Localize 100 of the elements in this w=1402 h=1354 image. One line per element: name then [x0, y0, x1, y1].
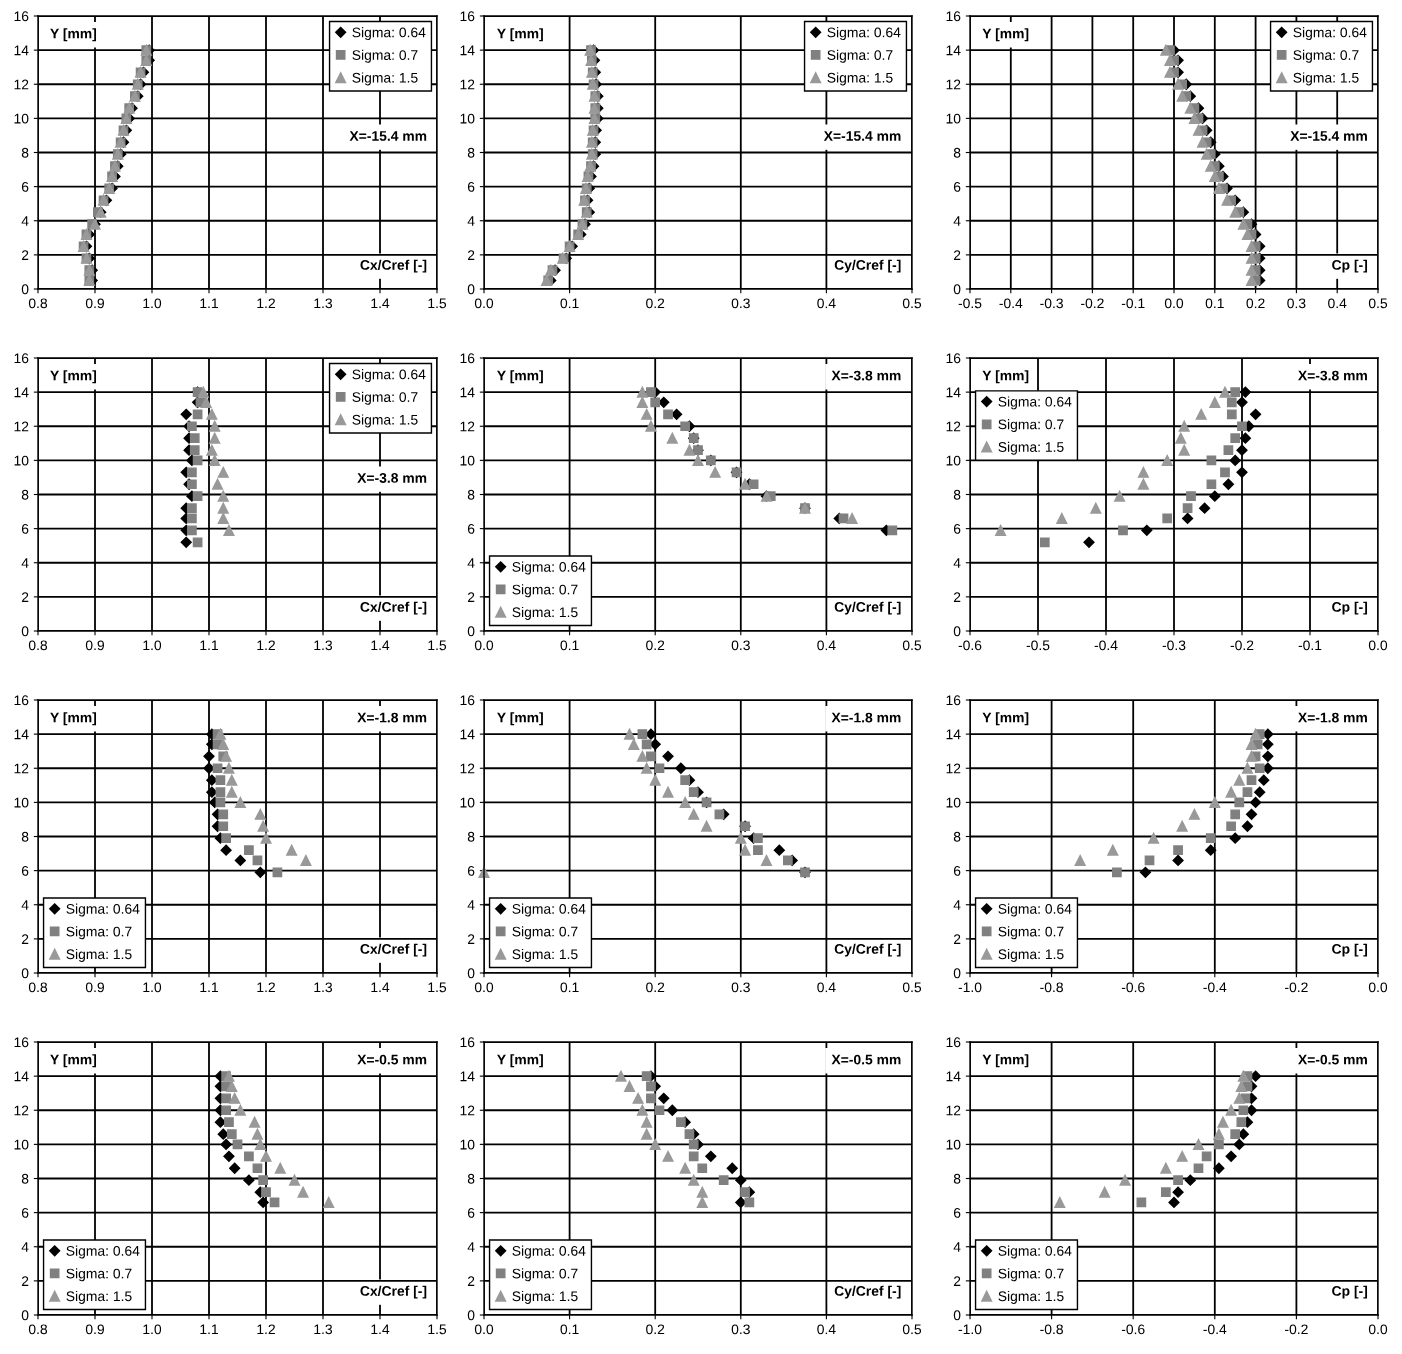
y-tick-label: 2 — [953, 250, 961, 260]
y-axis-title: Y [mm] — [497, 370, 543, 384]
x-tick-label: 0.3 — [1287, 298, 1306, 309]
y-tick-label: 16 — [460, 695, 475, 706]
y-tick-label: 2 — [467, 250, 475, 260]
y-tick-label: 4 — [467, 558, 475, 568]
x-tick-label: 1.5 — [428, 1324, 447, 1335]
x-axis-title: Cy/Cref [-] — [834, 259, 901, 273]
legend-label: Sigma: 0.64 — [1293, 27, 1367, 41]
y-tick-label: 8 — [467, 147, 475, 158]
legend-label: Sigma: 0.64 — [512, 903, 586, 917]
y-tick-label: 10 — [14, 797, 29, 808]
x-tick-label: 1.4 — [371, 298, 390, 309]
x-tick-label: 0.2 — [1246, 298, 1265, 309]
y-tick-label: 10 — [14, 113, 29, 124]
legend-label: Sigma: 0.64 — [66, 1245, 140, 1259]
y-tick-label: 6 — [953, 181, 961, 192]
y-tick-label: 4 — [21, 900, 29, 910]
y-tick-label: 12 — [14, 1105, 29, 1116]
y-tick-label: 16 — [14, 1037, 29, 1048]
x-tick-label: -0.4 — [999, 298, 1023, 309]
x-tick-label: -0.2 — [1081, 298, 1104, 309]
x-tick-label: 1.2 — [257, 640, 275, 651]
legend-label: Sigma: 0.64 — [827, 27, 901, 41]
legend-label: Sigma: 0.64 — [66, 903, 140, 917]
y-axis-title: Y [mm] — [497, 28, 543, 42]
y-tick-label: 16 — [460, 353, 475, 364]
y-tick-label: 8 — [21, 831, 29, 842]
x-tick-label: 0.9 — [85, 982, 104, 993]
x-tick-label: 1.2 — [257, 298, 275, 309]
x-axis-title: Cp [-] — [1332, 1285, 1368, 1299]
y-tick-label: 4 — [467, 1242, 475, 1252]
legend-label: Sigma: 0.7 — [998, 419, 1064, 433]
y-tick-label: 12 — [14, 421, 29, 432]
text: X=-3.8 mm — [357, 473, 427, 483]
x-axis-title: Cx/Cref [-] — [360, 601, 427, 615]
legend-label: Sigma: 0.7 — [512, 926, 578, 940]
text: X=-15.4 mm — [349, 131, 427, 141]
legend-label: Sigma: 1.5 — [998, 441, 1064, 455]
x-tick-label: -0.5 — [958, 298, 982, 309]
x-tick-label: 0.0 — [474, 982, 494, 993]
y-tick-label: 4 — [953, 900, 961, 910]
y-tick-label: 8 — [953, 1173, 961, 1184]
y-tick-label: 0 — [21, 626, 29, 637]
y-tick-label: 6 — [953, 1207, 961, 1218]
x-tick-label: 0.0 — [474, 640, 494, 651]
legend-label: Sigma: 1.5 — [998, 948, 1064, 962]
y-tick-label: 2 — [953, 934, 961, 944]
y-tick-label: 0 — [467, 968, 475, 979]
x-tick-label: 0.5 — [902, 982, 922, 993]
x-tick-label: 1.5 — [428, 298, 447, 309]
x-tick-label: -0.4 — [1203, 1324, 1227, 1335]
legend-label: Sigma: 1.5 — [512, 1290, 578, 1304]
x-tick-label: 1.1 — [200, 640, 218, 651]
y-tick-label: 14 — [14, 45, 29, 56]
x-tick-label: 0.9 — [85, 298, 104, 309]
x-axis-title: Cx/Cref [-] — [360, 259, 427, 273]
x-axis-title: Cy/Cref [-] — [834, 1285, 901, 1299]
y-tick-label: 14 — [460, 1071, 475, 1082]
y-tick-label: 0 — [953, 284, 961, 295]
x-axis-title: Cy/Cref [-] — [834, 601, 901, 615]
y-tick-label: 8 — [21, 147, 29, 158]
x-tick-label: 0.8 — [28, 298, 48, 309]
legend-label: Sigma: 0.7 — [1293, 49, 1359, 63]
x-tick-label: 0.2 — [646, 640, 665, 651]
x-tick-label: 0.3 — [731, 298, 750, 309]
x-tick-label: 0.8 — [28, 1324, 48, 1335]
legend-label: Sigma: 0.7 — [512, 1268, 578, 1282]
y-axis-title: Y [mm] — [50, 370, 97, 384]
x-tick-label: 0.4 — [817, 298, 836, 309]
y-tick-label: 16 — [946, 353, 961, 364]
text: X=-0.5 mm — [357, 1054, 427, 1065]
x-tick-label: 0.0 — [1164, 298, 1184, 309]
y-tick-label: 0 — [467, 1310, 475, 1321]
y-tick-label: 4 — [467, 900, 475, 910]
y-tick-label: 2 — [21, 934, 29, 944]
y-tick-label: 8 — [467, 831, 475, 842]
x-tick-label: 1.0 — [143, 298, 162, 309]
x-tick-label: 1.5 — [428, 640, 447, 651]
legend-label: Sigma: 0.7 — [998, 926, 1064, 940]
y-tick-label: 2 — [467, 934, 475, 944]
x-tick-label: 0.2 — [646, 298, 665, 309]
y-tick-label: 0 — [467, 626, 475, 637]
text: X=-15.4 mm — [823, 131, 901, 141]
x-tick-label: 1.1 — [200, 1324, 218, 1335]
legend-label: Sigma: 1.5 — [512, 606, 578, 620]
y-axis-title: Y [mm] — [982, 370, 1029, 384]
y-tick-label: 4 — [953, 558, 961, 568]
y-tick-label: 6 — [467, 1207, 475, 1218]
x-tick-label: 0.4 — [817, 982, 836, 993]
x-tick-label: 1.0 — [143, 640, 162, 651]
x-tick-label: 0.5 — [902, 298, 922, 309]
x-tick-label: 0.4 — [817, 1324, 836, 1335]
x-tick-label: -0.6 — [1121, 1324, 1145, 1335]
x-tick-label: 1.3 — [314, 640, 333, 651]
x-tick-label: 1.2 — [257, 1324, 275, 1335]
x-tick-label: -0.5 — [1026, 640, 1050, 651]
x-tick-label: 0.1 — [560, 982, 579, 993]
legend-label: Sigma: 0.7 — [352, 49, 418, 63]
x-tick-label: -0.3 — [1162, 640, 1186, 651]
